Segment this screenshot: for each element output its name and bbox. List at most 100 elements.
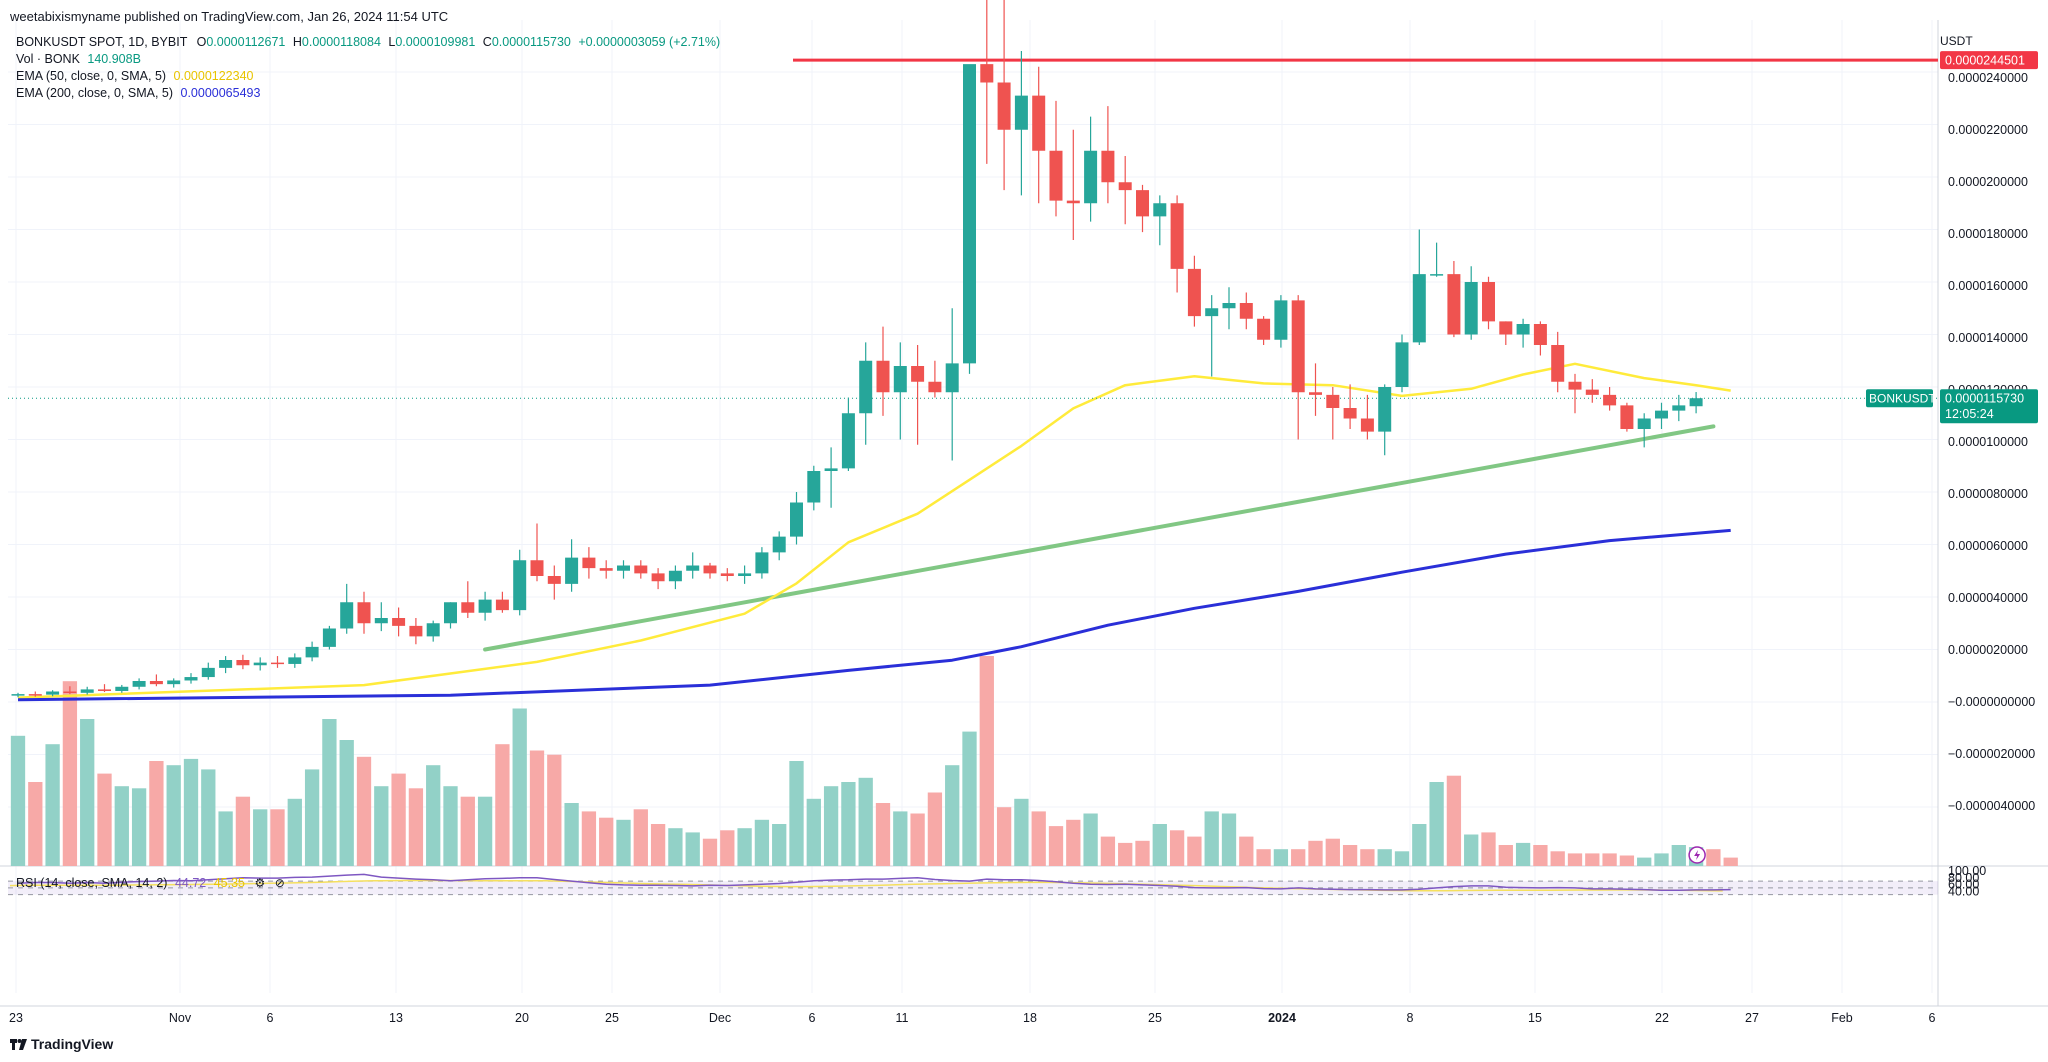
candle-body [322,628,336,647]
candle-body [1378,387,1392,432]
volume-bar [1152,824,1167,866]
volume-bar [1239,836,1254,866]
volume-bar [772,824,787,866]
candle-body [582,557,596,569]
rsi-tick-label: 100.00 [1948,864,1986,878]
price-tick-label: −0.0000000000 [1948,695,2035,709]
volume-bar [720,830,735,866]
volume-bar [893,811,908,866]
volume-bar [10,735,26,866]
volume-bar [339,740,354,866]
volume-bar [996,807,1012,866]
candle-body [738,573,752,576]
candle-body [1585,389,1599,395]
volume-bar [1567,853,1583,866]
volume-bar [304,769,320,866]
volume-bar [1135,840,1150,866]
candle-body [1170,203,1184,269]
price-tick-label: 0.0000080000 [1948,487,2028,501]
time-tick-label: 20 [515,1011,529,1025]
volume-bar [1464,834,1479,866]
time-tick-label: 23 [9,1011,23,1025]
tradingview-footer[interactable]: TradingView [10,1036,113,1052]
volume-bar [45,744,60,866]
volume-bar [529,750,545,866]
resistance-price-label: 0.0000244501 [1945,54,2025,68]
volume-bar [806,798,821,866]
volume-bar [1377,849,1392,866]
resistance-price-tag [1940,51,2038,70]
candle-body [1499,321,1513,335]
candle-body [444,602,457,624]
close-icon[interactable]: ⊘ [274,876,285,890]
volume-bar [1100,836,1116,866]
candle-body [617,565,630,571]
candlesticks [11,0,1703,698]
candle-body [149,681,163,685]
candle-body [201,667,215,678]
volume-bar [599,817,614,866]
volume-bar [1031,811,1046,866]
open-label: O [196,35,207,49]
time-axis[interactable]: 23 Nov 6 13 20 25 Dec 6 11 18 25 2024 8 15 22 27 Feb 6 [9,1011,1935,1025]
candle-body [1533,324,1547,345]
candle-body [1620,405,1634,429]
volume-bar [823,786,839,866]
rsi-legend[interactable]: RSI (14, close, SMA, 14, 2) 44.72 45.35 … [16,876,285,890]
volume-bar [1723,857,1738,866]
volume-bar [1066,819,1081,866]
candle-body [1118,182,1132,191]
candle-body [253,662,267,666]
volume-bar [702,838,718,866]
rsi-line [17,873,1731,892]
ema200-line [17,528,1731,702]
volume-bar [235,796,251,866]
candle-body [1066,200,1080,204]
time-tick-label: 15 [1528,1011,1542,1025]
volume-bar [1308,840,1323,866]
volume-bar [1187,836,1202,866]
candle-body [1222,303,1236,309]
high-value: 0.0000118084 [301,35,381,49]
candle-body [1291,300,1305,393]
candle-body [1568,381,1582,390]
symbol-label[interactable]: BONKUSDT SPOT, 1D, BYBIT [16,35,188,49]
candle-body [668,570,682,582]
volume-bar [1169,830,1185,866]
candle-body [1049,150,1063,201]
close-value: 0.0000115730 [491,35,571,49]
volume-bar [1256,849,1271,866]
price-tick-label: 0.0000140000 [1948,331,2028,345]
volume-bar [1619,855,1635,866]
volume-bar [1014,798,1029,866]
volume-bar [166,765,181,866]
volume-bar [1273,849,1289,866]
volume-bar [737,828,752,866]
price-axis[interactable]: 0.0000240000 0.0000220000 0.0000200000 0.00… [1948,71,2035,898]
legend-ema50-row[interactable]: EMA (50, close, 0, SMA, 5) 0.0000122340 [16,68,720,85]
legend-ohlc-row[interactable]: BONKUSDT SPOT, 1D, BYBIT O0.0000112671 H… [16,34,720,51]
change-value: +0.0000003059 (+2.71%) [578,35,721,49]
close-label: C [482,35,492,49]
candle-body [928,381,942,393]
low-value: 0.0000109981 [395,35,476,49]
volume-bar [945,765,960,866]
gear-icon[interactable]: ⚙ [254,876,266,890]
time-tick-label: 25 [1148,1011,1162,1025]
legend-ema200-row[interactable]: EMA (200, close, 0, SMA, 5) 0.0000065493 [16,85,720,102]
candle-body [565,557,579,584]
candle-body [1689,398,1703,407]
candle-body [1412,274,1426,343]
price-tick-label: 0.0000100000 [1948,435,2028,449]
candle-body [772,536,786,553]
volume-bar [1204,811,1219,866]
rsi-label: RSI (14, close, SMA, 14, 2) [16,876,168,890]
volume-bar [1048,826,1064,866]
candle-body [305,646,319,658]
price-tick-label: 0.0000220000 [1948,123,2028,137]
currency-label[interactable]: USDT [1940,34,1973,48]
candle-body [841,413,855,469]
legend-volume-row[interactable]: Vol · BONK 140.908B [16,51,720,68]
